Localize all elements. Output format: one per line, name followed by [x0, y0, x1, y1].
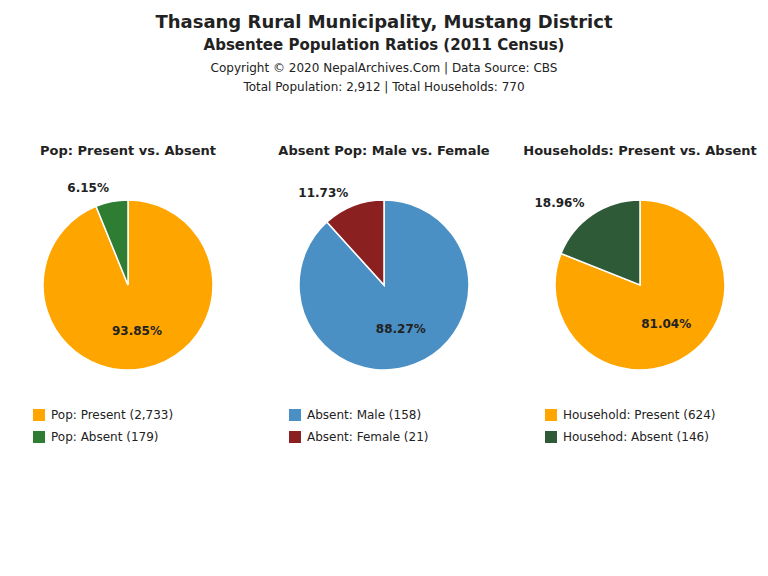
pie-slice — [43, 200, 213, 370]
data-label: 11.73% — [298, 186, 348, 200]
legend-swatch — [545, 409, 557, 421]
legend: Household: Present (624) Househod: Absent… — [545, 408, 715, 444]
slices — [299, 200, 469, 370]
pie-chart: Pop: Present vs. Absent 93.85% 6.15% Pop: P… — [33, 143, 216, 444]
legend-swatch — [33, 431, 45, 443]
data-labels: 88.27% 11.73% — [298, 186, 425, 336]
legend-label: Absent: Female (21) — [307, 430, 428, 444]
legend-swatch — [289, 431, 301, 443]
header-text: Absentee Population Ratios (2011 Census) — [204, 36, 565, 54]
pie-chart: Absent Pop: Male vs. Female 88.27% 11.73% A… — [278, 143, 490, 444]
pie-chart: Households: Present vs. Absent 81.04% 18.9… — [523, 143, 756, 444]
pie-slice — [96, 200, 128, 285]
pie-title: Absent Pop: Male vs. Female — [278, 143, 490, 158]
header-text: Copyright © 2020 NepalArchives.Com | Dat… — [211, 61, 558, 75]
pie-slice — [299, 200, 469, 370]
legend-label: Househod: Absent (146) — [563, 430, 709, 444]
slices — [43, 200, 213, 370]
legend-item: Absent: Female (21) — [289, 430, 428, 444]
data-label: 93.85% — [112, 324, 162, 338]
legend-label: Pop: Absent (179) — [51, 430, 158, 444]
legend: Absent: Male (158) Absent: Female (21) — [289, 408, 428, 444]
data-label: 88.27% — [376, 322, 426, 336]
data-labels: 81.04% 18.96% — [534, 196, 691, 331]
data-label: 81.04% — [641, 317, 691, 331]
legend-item: Pop: Absent (179) — [33, 430, 158, 444]
data-label: 6.15% — [67, 181, 109, 195]
legend-item: Househod: Absent (146) — [545, 430, 709, 444]
pie-slice — [555, 200, 725, 370]
pie-title: Pop: Present vs. Absent — [40, 143, 216, 158]
data-label: 18.96% — [534, 196, 584, 210]
legend-item: Household: Present (624) — [545, 408, 715, 422]
legend-label: Pop: Present (2,733) — [51, 408, 173, 422]
legend-item: Pop: Present (2,733) — [33, 408, 173, 422]
pie-slice — [561, 200, 640, 285]
legend-item: Absent: Male (158) — [289, 408, 421, 422]
header-text: Thasang Rural Municipality, Mustang Dist… — [155, 11, 612, 32]
legend-swatch — [289, 409, 301, 421]
pie-slice — [327, 200, 384, 285]
legend-label: Absent: Male (158) — [307, 408, 421, 422]
chart-root: Thasang Rural Municipality, Mustang Dist… — [0, 0, 768, 576]
data-labels: 93.85% 6.15% — [67, 181, 162, 338]
legend-label: Household: Present (624) — [563, 408, 715, 422]
slices — [555, 200, 725, 370]
legend-swatch — [33, 409, 45, 421]
pie-title: Households: Present vs. Absent — [523, 143, 756, 158]
header-text: Total Population: 2,912 | Total Househol… — [242, 80, 524, 94]
legend: Pop: Present (2,733) Pop: Absent (179) — [33, 408, 173, 444]
legend-swatch — [545, 431, 557, 443]
